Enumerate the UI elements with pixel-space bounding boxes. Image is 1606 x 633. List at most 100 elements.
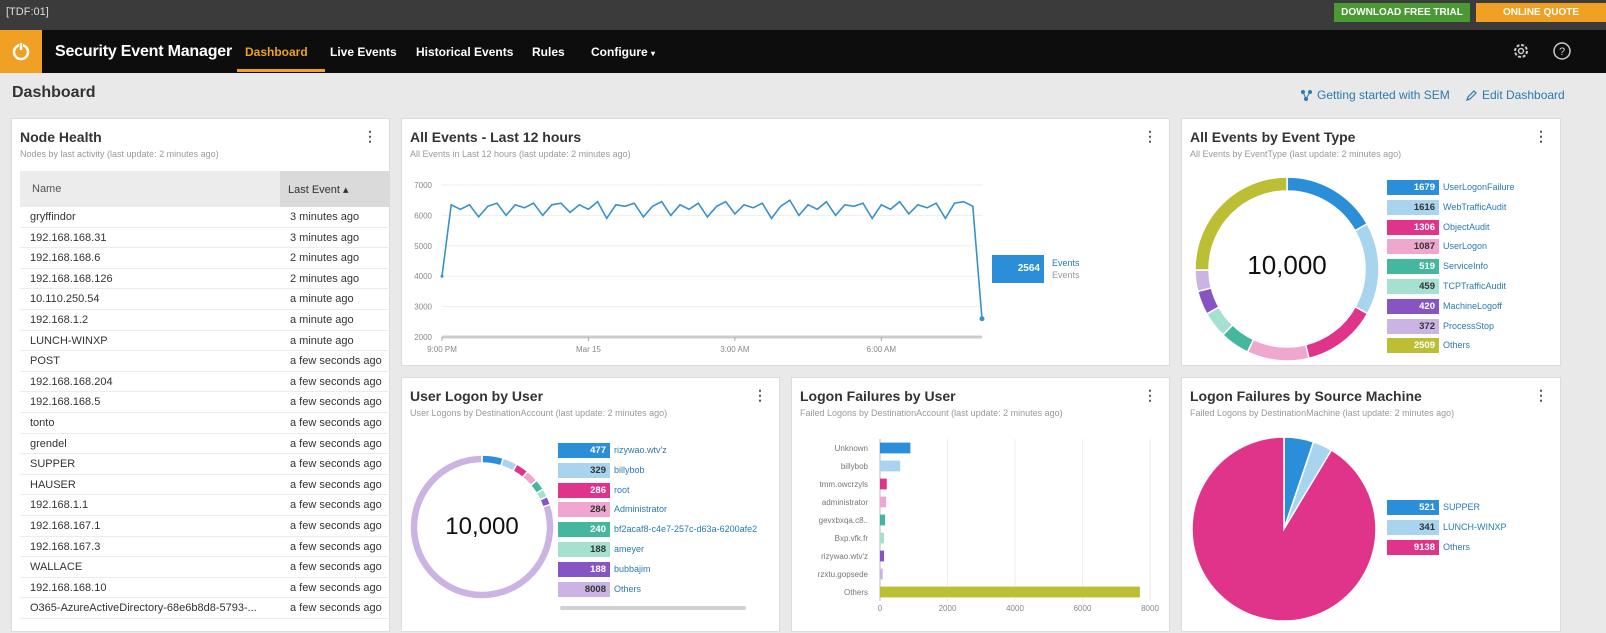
node-last-event: a few seconds ago — [290, 540, 382, 553]
user-logon-legend-item[interactable]: 188 ameyer — [558, 542, 758, 557]
nav-live-events[interactable]: Live Events — [330, 45, 397, 59]
nav-configure[interactable]: Configure ▾ — [591, 45, 655, 59]
source-machine-legend-item[interactable]: 341 LUNCH-WINXP — [1387, 520, 1587, 535]
node-name: 192.168.168.5 — [30, 396, 101, 409]
logon-failures-machine-card: Logon Failures by Source Machine Failed … — [1181, 377, 1561, 632]
more-options-icon[interactable]: ⋮ — [363, 128, 377, 144]
user-logon-legend-item[interactable]: 477 rizywao.wtv'z — [558, 443, 758, 458]
event-type-legend-item[interactable]: 1306 ObjectAudit — [1387, 219, 1587, 235]
event-type-legend-item[interactable]: 2509 Others — [1387, 338, 1587, 354]
more-options-icon[interactable]: ⋮ — [1143, 387, 1157, 403]
node-last-event: a few seconds ago — [290, 561, 382, 574]
bar[interactable] — [880, 514, 886, 526]
app-logo[interactable] — [0, 30, 42, 73]
source-machine-slice[interactable] — [1191, 436, 1377, 622]
legend-value: 1679 — [1387, 180, 1439, 195]
legend-value: 372 — [1387, 318, 1439, 334]
table-row[interactable]: 192.168.1.2 a minute ago — [20, 310, 390, 331]
column-last-event-header[interactable]: Last Event ▴ — [280, 171, 390, 207]
table-row[interactable]: 192.168.168.126 2 minutes ago — [20, 269, 390, 290]
event-type-slice[interactable] — [1194, 176, 1288, 271]
user-logon-total: 10,000 — [445, 513, 519, 540]
bar[interactable] — [880, 442, 911, 454]
event-type-legend-item[interactable]: 459 TCPTrafficAudit — [1387, 279, 1587, 294]
table-row[interactable]: LUNCH-WINXP a minute ago — [20, 331, 390, 352]
event-type-legend-item[interactable]: 1616 WebTrafficAudit — [1387, 199, 1587, 215]
table-row[interactable]: 10.110.250.54 a minute ago — [20, 289, 390, 310]
node-last-event: 3 minutes ago — [290, 211, 360, 223]
settings-gear-icon[interactable] — [1511, 41, 1531, 61]
user-logon-legend-item[interactable]: 284 Administrator — [558, 502, 758, 518]
help-icon[interactable]: ? — [1552, 41, 1572, 61]
events-legend-label[interactable]: Events — [1052, 258, 1080, 268]
table-row[interactable]: O365-AzureActiveDirectory-68e6b8d8-5793-… — [20, 598, 390, 619]
online-quote-button[interactable]: ONLINE QUOTE — [1476, 3, 1606, 22]
more-options-icon[interactable]: ⋮ — [1534, 128, 1548, 144]
getting-started-link[interactable]: Getting started with SEM — [1300, 88, 1450, 102]
x-tick-label: 3:00 AM — [720, 345, 750, 354]
nav-historical-events[interactable]: Historical Events — [416, 45, 514, 59]
event-type-slice[interactable] — [1246, 338, 1310, 362]
legend-value: 521 — [1387, 500, 1439, 515]
node-name: 192.168.1.1 — [30, 499, 89, 512]
table-row[interactable]: tonto a few seconds ago — [20, 413, 390, 434]
event-type-legend-item[interactable]: 519 ServiceInfo — [1387, 259, 1587, 275]
table-row[interactable]: 192.168.168.31 3 minutes ago — [20, 228, 390, 249]
source-machine-pie — [1191, 436, 1377, 622]
source-machine-legend-item[interactable]: 9138 Others — [1387, 540, 1587, 555]
table-row[interactable]: 192.168.168.6 2 minutes ago — [20, 248, 390, 269]
more-options-icon[interactable]: ⋮ — [1534, 387, 1548, 403]
legend-value: 420 — [1387, 298, 1439, 314]
table-row[interactable]: 192.168.168.204 a few seconds ago — [20, 372, 390, 393]
nav-dashboard[interactable]: Dashboard — [245, 45, 308, 59]
event-type-slice[interactable] — [1194, 269, 1213, 293]
user-logon-slice[interactable] — [409, 454, 555, 600]
table-row[interactable]: SUPPER a few seconds ago — [20, 454, 390, 475]
event-type-legend-item[interactable]: 372 ProcessStop — [1387, 318, 1587, 334]
horizontal-scrollbar[interactable] — [560, 606, 746, 610]
table-row[interactable]: 192.168.167.3 a few seconds ago — [20, 537, 390, 558]
user-logon-legend-item[interactable]: 329 billybob — [558, 462, 758, 478]
user-logon-legend-item[interactable]: 240 bf2acaf8-c4e7-257c-d63a-6200afe2 — [558, 522, 758, 538]
edit-dashboard-link[interactable]: Edit Dashboard — [1465, 88, 1565, 102]
bar[interactable] — [880, 568, 883, 580]
event-type-slice[interactable] — [1304, 305, 1369, 360]
more-options-icon[interactable]: ⋮ — [753, 387, 767, 403]
user-logon-legend-item[interactable]: 286 root — [558, 482, 758, 498]
bar[interactable] — [880, 496, 887, 508]
category-label: administrator — [822, 498, 869, 507]
table-row[interactable]: HAUSER a few seconds ago — [20, 475, 390, 496]
event-type-legend-item[interactable]: 1679 UserLogonFailure — [1387, 180, 1587, 195]
event-type-slice[interactable] — [1286, 176, 1369, 232]
bar[interactable] — [880, 478, 887, 490]
table-row[interactable]: gryffindor 3 minutes ago — [20, 207, 390, 228]
bar[interactable] — [880, 460, 901, 472]
event-type-legend-item[interactable]: 420 MachineLogoff — [1387, 298, 1587, 314]
table-row[interactable]: 192.168.168.10 a few seconds ago — [20, 578, 390, 599]
table-row[interactable]: 192.168.1.1 a few seconds ago — [20, 495, 390, 516]
table-row[interactable]: 192.168.168.5 a few seconds ago — [20, 392, 390, 413]
by-event-type-subtitle: All Events by EventType (last update: 2 … — [1190, 149, 1402, 159]
bar[interactable] — [880, 532, 885, 544]
table-row[interactable]: 192.168.167.1 a few seconds ago — [20, 516, 390, 537]
download-trial-button[interactable]: DOWNLOAD FREE TRIAL — [1334, 3, 1470, 22]
bar[interactable] — [880, 586, 1140, 598]
page-title: Dashboard — [12, 84, 96, 101]
source-machine-legend-item[interactable]: 521 SUPPER — [1387, 500, 1587, 515]
event-type-legend-item[interactable]: 1087 UserLogon — [1387, 239, 1587, 255]
table-row[interactable]: WALLACE a few seconds ago — [20, 557, 390, 578]
nav-rules[interactable]: Rules — [532, 45, 565, 59]
category-label: Others — [844, 588, 868, 597]
node-last-event: a few seconds ago — [290, 396, 382, 409]
column-name-header[interactable]: Name — [32, 183, 62, 195]
table-row[interactable]: grendel a few seconds ago — [20, 434, 390, 455]
table-row[interactable]: POST a few seconds ago — [20, 351, 390, 372]
user-logon-legend-item[interactable]: 8008 Others — [558, 581, 758, 597]
legend-label: SUPPER — [1443, 502, 1481, 512]
more-options-icon[interactable]: ⋮ — [1143, 128, 1157, 144]
user-logon-slice[interactable] — [481, 454, 505, 467]
svg-text:?: ? — [1559, 46, 1565, 58]
bar[interactable] — [880, 550, 885, 562]
user-logon-legend-item[interactable]: 188 bubbajim — [558, 561, 758, 577]
event-type-donut — [1194, 176, 1380, 362]
